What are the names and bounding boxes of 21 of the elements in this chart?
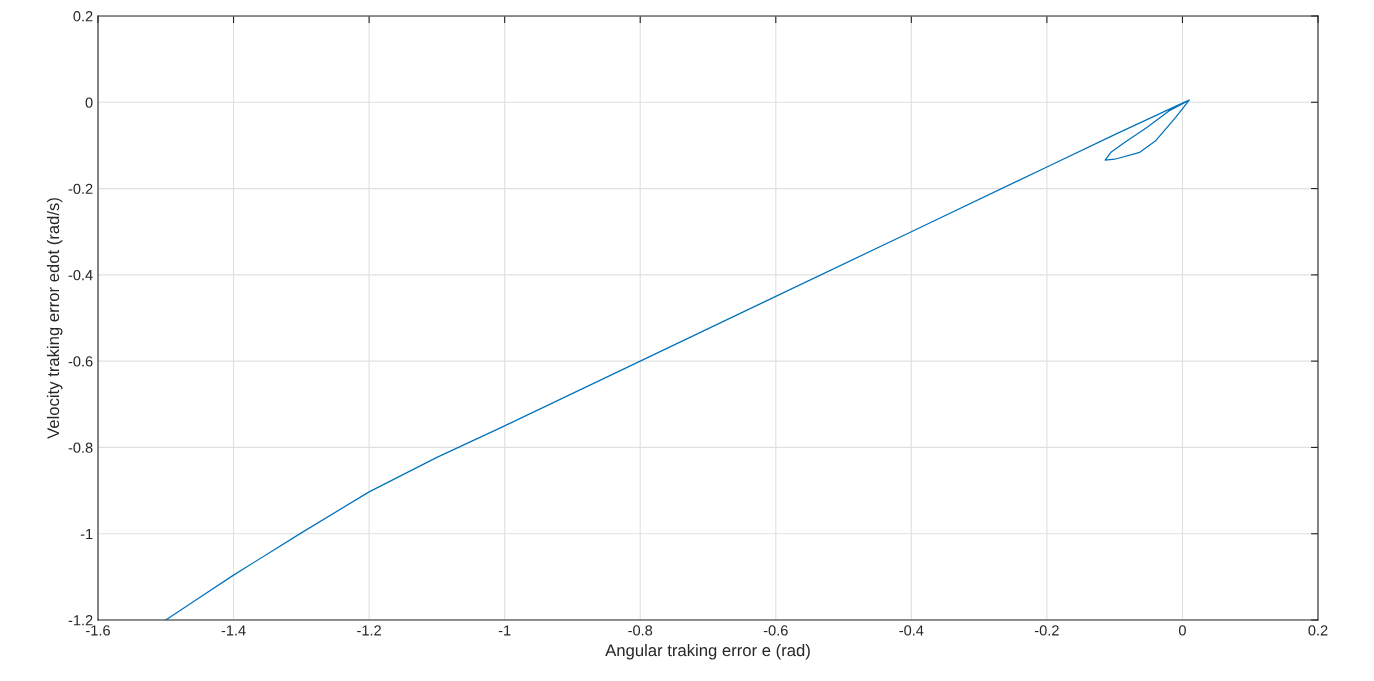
line-series [165,99,1190,620]
x-tick-label: -0.8 [628,625,653,636]
x-tick-label: -1.6 [86,625,110,636]
x-tick-label: 0.2 [1308,625,1328,636]
y-tick-label: -1.2 [68,615,93,626]
y-tick-label: -0.4 [68,269,93,281]
y-tick-label: -0.2 [68,183,93,194]
x-tick-label: -0.4 [899,625,924,636]
x-axis-title: Angular traking error e (rad) [605,644,810,660]
y-tick-label: -0.8 [68,442,93,453]
x-tick-label: 0 [1178,625,1186,636]
x-tick-label: -0.2 [1034,625,1059,636]
y-tick-label: 0 [85,97,93,108]
y-tick-label: 0.2 [73,11,93,22]
x-tick-label: -1.2 [357,625,381,636]
x-tick-label: -0.6 [763,625,788,636]
x-tick-label: -1.4 [221,625,246,636]
y-tick-label: -0.6 [68,356,93,367]
x-tick-label: -1 [498,625,511,636]
y-tick-label: -1 [80,528,93,539]
y-axis-title: Velocity traking error edot (rad/s) [46,198,63,439]
